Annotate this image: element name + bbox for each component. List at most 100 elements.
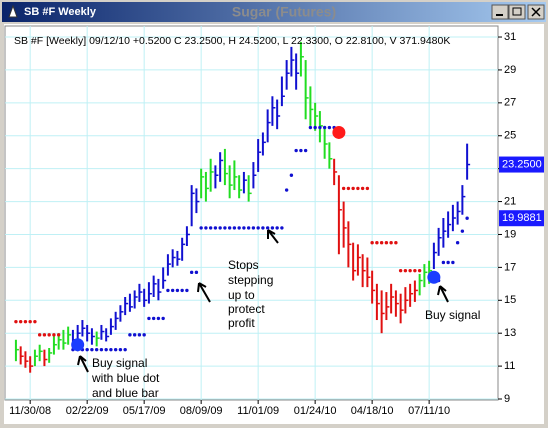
x-tick-label: 08/09/09: [180, 405, 223, 417]
stop-dot: [303, 148, 308, 153]
arrow: [197, 282, 211, 303]
y-tick-label: 21: [504, 195, 516, 207]
y-tick-label: 25: [504, 130, 516, 142]
x-tick-label: 02/22/09: [66, 405, 109, 417]
annotation: up to: [228, 288, 255, 302]
price-label-box: [499, 156, 544, 173]
stop-dot: [56, 333, 61, 337]
y-tick-label: 15: [504, 294, 516, 306]
stop-dot: [227, 226, 232, 230]
stop-dot: [42, 333, 47, 337]
minimize-button[interactable]: [491, 4, 509, 20]
annotation: protect: [228, 302, 265, 316]
stop-dot: [346, 186, 351, 191]
stop-dot: [265, 226, 270, 230]
stop-dot: [318, 125, 322, 130]
chart-title: Sugar (Futures): [232, 4, 336, 20]
x-tick-label: 04/18/10: [351, 405, 394, 417]
stop-dot: [132, 333, 137, 337]
stop-dot: [403, 268, 408, 273]
stop-dot: [47, 333, 51, 337]
title-bar: [2, 2, 546, 22]
stop-dot: [170, 288, 175, 293]
stop-dot: [370, 240, 374, 245]
stop-dot: [232, 226, 237, 230]
stop-dot: [327, 125, 332, 130]
y-tick-label: 27: [504, 97, 516, 109]
stop-dot: [356, 186, 360, 191]
stop-dot: [104, 347, 108, 352]
y-tick-label: 9: [504, 393, 510, 405]
arrow: [267, 229, 279, 244]
stop-dot: [270, 226, 275, 230]
annotation: and blue bar: [92, 386, 159, 400]
stop-dot: [185, 288, 189, 293]
stop-dot: [194, 270, 199, 275]
stop-dot: [256, 226, 260, 230]
annotations: Buy signal with blue dot and blue bar St…: [77, 229, 480, 400]
signal-dot: [71, 338, 85, 352]
stop-dot: [417, 268, 422, 273]
stop-dot: [94, 347, 99, 352]
y-tick-label: 11: [504, 360, 515, 372]
arrow: [77, 355, 89, 373]
stop-dot: [151, 316, 156, 321]
stop-dot: [218, 226, 222, 230]
stop-dot: [398, 268, 403, 273]
stop-dot: [389, 240, 393, 245]
stop-dot: [451, 260, 455, 265]
stop-dot: [109, 347, 113, 352]
annotation: stepping: [228, 273, 273, 287]
stop-dot: [137, 333, 142, 337]
window-buttons: [491, 4, 545, 20]
x-tick-label: 11/30/08: [9, 405, 51, 417]
y-tick-label: 17: [504, 261, 516, 273]
stop-dot: [99, 347, 104, 352]
stop-dot: [360, 186, 365, 191]
annotation: Buy signal: [92, 356, 147, 370]
stop-dot: [213, 226, 218, 230]
stop-dot: [118, 347, 123, 352]
stop-dot: [180, 288, 184, 293]
price-label-box: [499, 210, 544, 227]
stop-dot: [384, 240, 389, 245]
stop-dot: [18, 319, 23, 324]
stop-dot: [208, 226, 213, 230]
stop-dot: [341, 186, 346, 191]
signal-dot: [427, 270, 441, 284]
stop-dot: [223, 226, 227, 230]
stop-dot: [313, 125, 317, 130]
stop-dot: [175, 288, 180, 293]
stop-dot: [246, 226, 251, 230]
maximize-button[interactable]: [508, 4, 526, 20]
y-tick-label: 19: [504, 228, 516, 240]
stop-dot: [379, 240, 384, 245]
stop-dot: [14, 319, 18, 324]
stop-dot: [460, 229, 465, 233]
stop-dot: [37, 333, 42, 337]
annotation: Buy signal: [425, 308, 480, 322]
stop-dot: [322, 125, 327, 130]
stop-dot: [441, 260, 446, 265]
stop-dot: [161, 316, 165, 321]
stop-dot: [123, 347, 127, 352]
price-label: 23.2500: [502, 158, 542, 170]
price-label: 19.9881: [502, 212, 542, 224]
stop-dot: [113, 347, 118, 352]
stop-dot: [375, 240, 379, 245]
arrow: [437, 285, 449, 303]
stop-dot: [199, 226, 203, 230]
stop-dot: [147, 316, 151, 321]
stop-dot: [166, 288, 170, 293]
stop-dot: [261, 226, 265, 230]
x-tick-label: 07/11/10: [408, 405, 450, 417]
app-icon: [8, 4, 18, 18]
stop-dot: [280, 226, 284, 230]
stop-dot: [284, 188, 289, 192]
stop-dot: [237, 226, 241, 230]
stop-dot: [242, 226, 246, 230]
stop-dot: [28, 319, 32, 324]
x-tick-label: 01/24/10: [294, 405, 337, 417]
